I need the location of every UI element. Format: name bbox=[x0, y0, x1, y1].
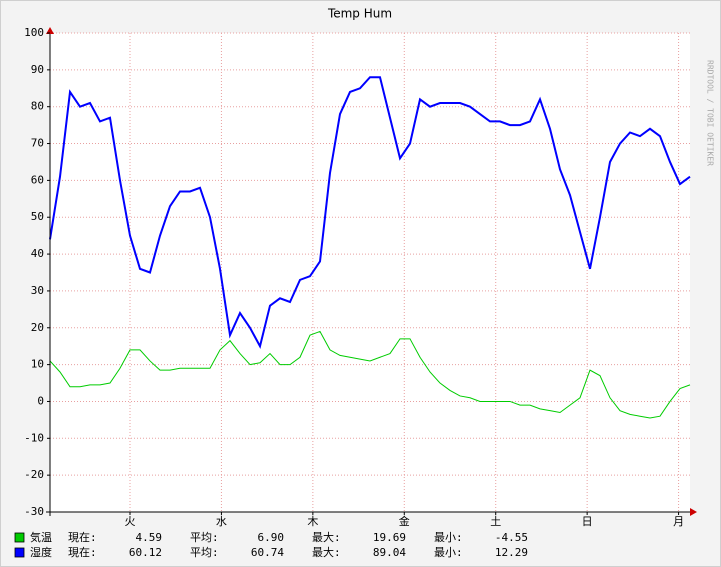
stat-value: 12.29 bbox=[495, 546, 528, 559]
x-tick-label: 金 bbox=[399, 514, 410, 528]
legend-label: 気温 bbox=[30, 530, 52, 544]
y-tick-label: 100 bbox=[24, 26, 44, 39]
y-tick-label: 80 bbox=[31, 100, 44, 113]
stat-label: 現在: bbox=[68, 531, 97, 544]
stat-value: 60.74 bbox=[251, 546, 284, 559]
stat-value: 4.59 bbox=[136, 531, 163, 544]
stat-value: 89.04 bbox=[373, 546, 406, 559]
y-tick-label: 90 bbox=[31, 63, 44, 76]
stat-label: 平均: bbox=[190, 546, 219, 559]
stat-label: 最大: bbox=[312, 545, 341, 559]
legend-swatch bbox=[14, 547, 25, 558]
y-tick-label: 40 bbox=[31, 247, 44, 260]
y-tick-label: 70 bbox=[31, 137, 44, 150]
x-tick-label: 土 bbox=[490, 515, 501, 528]
stat-value: 6.90 bbox=[258, 531, 285, 544]
plot-area bbox=[50, 33, 690, 512]
legend-swatch bbox=[14, 532, 25, 543]
y-tick-label: 30 bbox=[31, 284, 44, 297]
stat-label: 最小: bbox=[434, 546, 463, 559]
y-tick-label: 10 bbox=[31, 358, 44, 371]
watermark: RRDTOOL / TOBI OETIKER bbox=[706, 60, 715, 166]
stat-label: 最大: bbox=[312, 530, 341, 544]
stat-value: 19.69 bbox=[373, 531, 406, 544]
stat-label: 平均: bbox=[190, 531, 219, 544]
x-tick-label: 水 bbox=[216, 515, 227, 528]
legend-label: 湿度 bbox=[30, 545, 52, 559]
y-tick-label: 0 bbox=[37, 394, 44, 407]
axis-arrow bbox=[46, 27, 54, 34]
stat-value: 60.12 bbox=[129, 546, 162, 559]
stat-label: 現在: bbox=[68, 546, 97, 559]
y-tick-label: 50 bbox=[31, 210, 44, 223]
x-tick-label: 木 bbox=[307, 515, 318, 528]
y-tick-label: -20 bbox=[24, 468, 44, 481]
y-tick-label: 20 bbox=[31, 321, 44, 334]
stat-label: 最小: bbox=[434, 531, 463, 544]
x-tick-label: 月 bbox=[673, 515, 684, 528]
axis-arrow bbox=[690, 508, 697, 516]
series-line bbox=[49, 330, 691, 419]
y-tick-label: -10 bbox=[24, 431, 44, 444]
x-tick-label: 火 bbox=[125, 515, 136, 528]
chart-title: Temp Hum bbox=[327, 7, 392, 21]
y-tick-label: 60 bbox=[31, 173, 44, 186]
series-line bbox=[49, 76, 691, 349]
y-tick-label: -30 bbox=[24, 505, 44, 518]
x-tick-label: 日 bbox=[582, 515, 593, 528]
stat-value: -4.55 bbox=[495, 531, 528, 544]
